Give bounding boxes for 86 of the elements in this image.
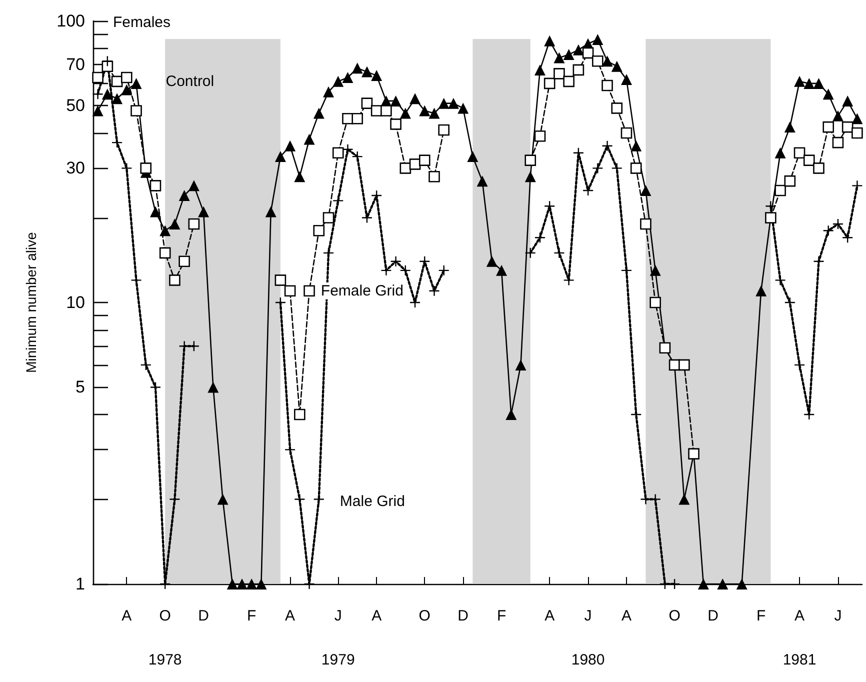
y-tick-label: 50 <box>66 96 85 116</box>
point <box>150 382 160 392</box>
point <box>361 98 373 109</box>
y-tick-label: 10 <box>66 293 85 312</box>
point <box>602 80 613 92</box>
point <box>630 162 642 174</box>
point <box>294 494 305 504</box>
point <box>822 121 834 133</box>
category-label: O 1978 <box>148 608 182 668</box>
x-tick-label: F <box>496 608 506 624</box>
point <box>188 218 200 230</box>
point <box>524 154 536 166</box>
point <box>678 359 690 371</box>
point <box>342 144 353 154</box>
point <box>140 162 152 174</box>
point <box>640 218 652 230</box>
category-label: A 1981 <box>782 608 816 668</box>
category-label: J 1980 <box>571 608 605 668</box>
x-tick-label: A <box>122 608 132 624</box>
series-label: Male Grid <box>340 492 405 510</box>
x-tick-label: F <box>247 608 256 624</box>
point <box>178 256 190 268</box>
point <box>592 163 603 174</box>
point <box>131 275 142 286</box>
x-tick-label: D <box>198 608 210 624</box>
point <box>130 105 142 116</box>
point <box>612 163 622 174</box>
point <box>775 275 786 286</box>
point <box>169 274 180 286</box>
point <box>572 64 584 76</box>
x-tick-label: D <box>458 608 469 624</box>
y-tick-label: 5 <box>76 378 85 397</box>
point <box>313 224 325 236</box>
x-tick-label: F <box>756 608 766 624</box>
point <box>620 127 632 139</box>
x-tick-label: A <box>372 608 382 624</box>
x-tick-label: A <box>621 608 632 624</box>
y-tick-label: 30 <box>66 158 85 178</box>
x-tick-label: A <box>285 608 296 624</box>
point <box>102 56 112 66</box>
point <box>650 296 661 308</box>
chart-title: Females <box>113 14 171 31</box>
x-tick-label: A <box>544 608 555 624</box>
point <box>352 152 362 162</box>
x-tick-label: J <box>834 608 842 624</box>
point <box>390 256 401 266</box>
y-tick-label: 70 <box>66 55 85 74</box>
point <box>362 212 372 223</box>
point <box>381 265 392 276</box>
y-tick-label: 100 <box>56 12 85 30</box>
point <box>429 286 440 296</box>
point <box>611 102 623 114</box>
x-tick-label: O <box>418 608 430 624</box>
point <box>322 212 334 224</box>
point <box>333 196 344 206</box>
point <box>852 180 862 191</box>
point <box>284 285 296 296</box>
point <box>803 154 815 166</box>
point <box>150 180 162 192</box>
point <box>314 494 324 504</box>
series-label: Female Grid <box>320 282 404 300</box>
point <box>274 274 286 286</box>
point <box>784 175 796 187</box>
point <box>92 89 103 100</box>
point <box>122 163 132 174</box>
point <box>285 444 296 455</box>
point <box>92 72 104 84</box>
x-tick-label: D <box>708 608 719 624</box>
point <box>544 78 556 90</box>
point <box>563 76 574 88</box>
y-tick-label: 1 <box>76 574 85 594</box>
category-label: J 1979 <box>321 608 355 668</box>
y-axis-title: Minimum number alive <box>23 232 39 373</box>
point <box>120 72 132 84</box>
x-tick-label: O <box>668 608 680 624</box>
point <box>159 247 171 259</box>
point <box>418 154 430 166</box>
point <box>602 140 612 151</box>
point <box>554 248 564 258</box>
point <box>332 147 344 159</box>
point <box>766 201 776 212</box>
point <box>640 494 651 504</box>
series-label: Control <box>166 72 214 90</box>
point <box>842 121 854 133</box>
point <box>294 408 306 420</box>
point <box>832 136 844 148</box>
